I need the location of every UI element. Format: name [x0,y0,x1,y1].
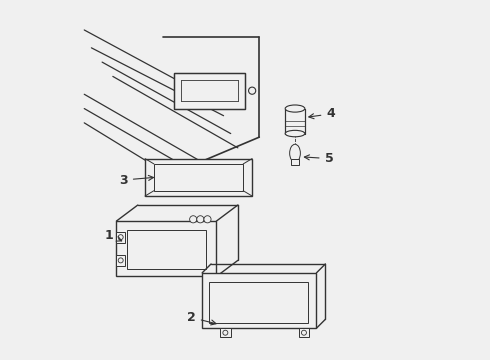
FancyBboxPatch shape [117,221,217,276]
Circle shape [118,258,123,263]
Text: 1: 1 [105,229,122,242]
Circle shape [190,216,197,223]
FancyBboxPatch shape [202,273,317,328]
FancyBboxPatch shape [292,158,298,165]
Circle shape [301,330,306,335]
Circle shape [118,235,123,240]
FancyBboxPatch shape [127,230,206,269]
Circle shape [204,216,211,223]
FancyBboxPatch shape [298,328,309,337]
FancyBboxPatch shape [173,73,245,109]
Ellipse shape [285,130,305,137]
Circle shape [248,87,256,94]
FancyBboxPatch shape [209,282,308,323]
Circle shape [197,216,204,223]
Text: 3: 3 [119,174,153,186]
Ellipse shape [290,144,300,162]
FancyBboxPatch shape [145,158,252,196]
FancyBboxPatch shape [117,255,125,266]
Ellipse shape [285,105,305,112]
Circle shape [223,330,228,335]
Text: 5: 5 [304,152,333,165]
Text: 4: 4 [309,107,335,120]
FancyBboxPatch shape [154,164,243,191]
FancyBboxPatch shape [220,328,231,337]
Text: 2: 2 [187,311,216,325]
FancyBboxPatch shape [117,232,125,243]
FancyBboxPatch shape [285,109,305,134]
